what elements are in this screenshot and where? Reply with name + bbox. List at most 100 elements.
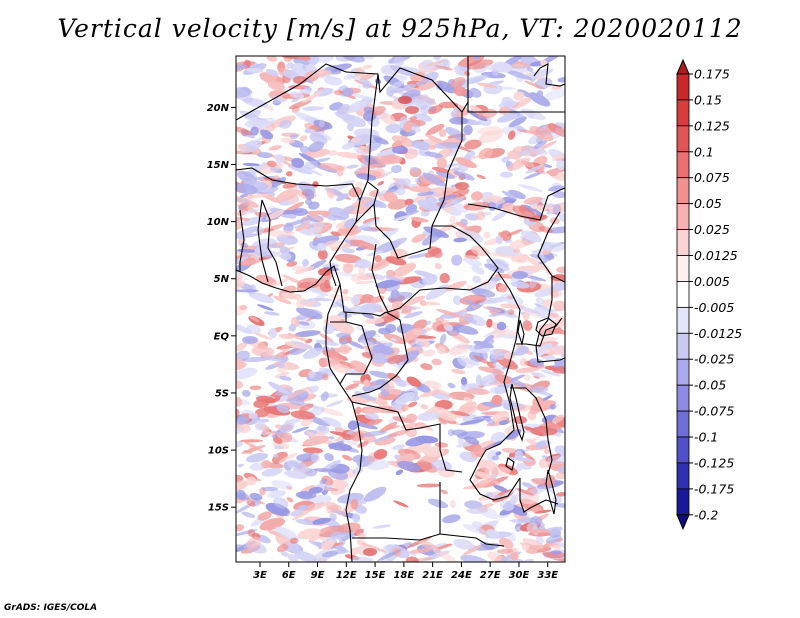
field-patch bbox=[308, 486, 323, 494]
field-patch bbox=[243, 441, 264, 453]
field-patch bbox=[273, 295, 292, 305]
field-patch bbox=[545, 422, 562, 430]
colorbar-cell bbox=[676, 332, 690, 360]
field-patch bbox=[236, 428, 242, 435]
field-patch bbox=[336, 332, 351, 339]
field-patch bbox=[505, 429, 522, 440]
field-patch bbox=[286, 261, 298, 267]
field-patch bbox=[239, 305, 247, 311]
field-patch bbox=[425, 60, 447, 67]
field-patch bbox=[492, 363, 510, 372]
field-patch bbox=[557, 77, 565, 83]
lat-tick-label: 15N bbox=[207, 160, 230, 171]
field-patch bbox=[302, 435, 330, 446]
field-patch bbox=[376, 549, 402, 562]
border-car-south bbox=[371, 225, 499, 313]
field-patch bbox=[282, 182, 298, 189]
field-patch bbox=[512, 205, 536, 220]
field-patch bbox=[309, 385, 319, 393]
field-patch bbox=[268, 177, 287, 188]
field-patch bbox=[273, 497, 289, 509]
field-patch bbox=[462, 524, 489, 535]
field-patch bbox=[498, 231, 505, 238]
field-patch bbox=[299, 135, 308, 142]
field-patch bbox=[497, 334, 525, 340]
border-egypt bbox=[467, 56, 565, 113]
field-patch bbox=[437, 194, 459, 201]
field-patch bbox=[316, 242, 327, 251]
field-patch bbox=[391, 164, 402, 174]
field-patch bbox=[464, 213, 479, 221]
map-frame bbox=[235, 55, 566, 563]
colorbar-cell bbox=[676, 358, 690, 386]
field-patch bbox=[236, 273, 243, 283]
field-patch bbox=[354, 406, 362, 415]
red-sea-coast bbox=[533, 63, 565, 87]
colorbar-cell bbox=[676, 410, 690, 438]
field-patch bbox=[236, 183, 259, 195]
field-patch bbox=[304, 160, 319, 170]
field-patch bbox=[268, 230, 295, 237]
field-patch bbox=[286, 459, 310, 473]
field-patch bbox=[348, 187, 363, 198]
field-patch bbox=[528, 385, 549, 393]
field-patch bbox=[499, 500, 515, 511]
lon-tick-label: 33E bbox=[537, 570, 558, 581]
lake-malawi bbox=[545, 469, 557, 515]
field-patch bbox=[523, 196, 543, 205]
colorbar-label: -0.2 bbox=[694, 507, 718, 522]
field-patch bbox=[501, 156, 510, 163]
field-patch bbox=[540, 369, 561, 377]
field-patch bbox=[453, 237, 468, 243]
field-patch bbox=[459, 294, 487, 305]
field-patch bbox=[249, 493, 263, 501]
field-patch bbox=[331, 320, 355, 334]
field-patch bbox=[455, 109, 468, 118]
field-patch bbox=[280, 137, 296, 144]
field-patch bbox=[358, 146, 371, 155]
field-patch bbox=[278, 119, 292, 129]
field-patch bbox=[409, 548, 432, 554]
field-patch bbox=[420, 209, 430, 217]
field-patch bbox=[420, 390, 440, 398]
field-patch bbox=[423, 380, 442, 389]
field-patch bbox=[322, 373, 329, 381]
field-patch bbox=[508, 130, 516, 140]
field-patch bbox=[239, 439, 264, 443]
field-patch bbox=[392, 377, 407, 388]
field-patch bbox=[341, 248, 355, 254]
field-patch bbox=[471, 440, 495, 455]
field-patch bbox=[326, 188, 335, 199]
field-patch bbox=[460, 555, 488, 562]
field-patch bbox=[325, 240, 351, 250]
border-benin-togo bbox=[257, 199, 269, 283]
field-patch bbox=[347, 420, 359, 431]
border-gabon bbox=[330, 312, 373, 385]
border-south-sudan-east bbox=[537, 211, 565, 283]
field-patch bbox=[289, 537, 299, 544]
field-patch bbox=[339, 339, 349, 345]
colorbar-label: -0.125 bbox=[694, 455, 734, 470]
field-patch bbox=[295, 313, 311, 320]
field-patch bbox=[508, 116, 527, 128]
field-patch bbox=[312, 181, 319, 188]
field-patch bbox=[477, 126, 503, 136]
field-patch bbox=[359, 430, 387, 437]
field-patch bbox=[236, 233, 247, 241]
field-patch bbox=[469, 87, 482, 98]
field-patch bbox=[260, 129, 274, 140]
field-patch bbox=[500, 293, 524, 306]
field-patch bbox=[473, 340, 494, 349]
colorbar-label: 0.15 bbox=[694, 92, 722, 107]
field-patch bbox=[261, 467, 283, 477]
field-patch bbox=[336, 151, 363, 159]
field-patch bbox=[361, 542, 387, 553]
field-patch bbox=[286, 497, 294, 503]
field-patch bbox=[329, 431, 355, 438]
field-patch bbox=[448, 343, 470, 356]
field-patch bbox=[342, 288, 349, 295]
field-patch bbox=[486, 361, 497, 369]
field-patch bbox=[318, 367, 334, 377]
field-patch bbox=[357, 163, 385, 171]
